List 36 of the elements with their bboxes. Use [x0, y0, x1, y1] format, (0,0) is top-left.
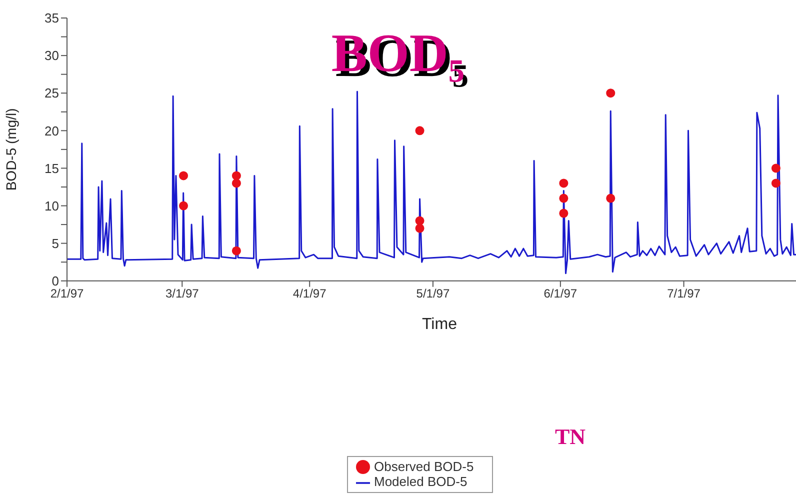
point [232, 178, 241, 188]
y-tick-label: 15 [44, 160, 59, 176]
legend-label: Modeled BOD-5 [374, 474, 468, 490]
y-tick-label: 30 [44, 48, 59, 64]
legend-label: Observed BOD-5 [374, 458, 474, 474]
line-series [67, 90, 796, 274]
y-tick-label: 5 [52, 236, 59, 251]
point [178, 171, 188, 180]
y-tick-label: 35 [44, 10, 59, 26]
point [559, 178, 568, 188]
x-tick-label: 4/1/97 [292, 286, 327, 300]
point [415, 216, 424, 226]
y-tick-label: 0 [52, 273, 59, 288]
x-tick-label: 3/1/97 [165, 286, 200, 300]
point [415, 126, 424, 136]
y-tick-label: 20 [44, 123, 59, 138]
point [559, 194, 568, 203]
x-tick-label: 6/1/97 [544, 286, 578, 300]
point [606, 194, 616, 203]
point [771, 178, 780, 188]
point [178, 201, 188, 210]
x-axis-title: Time [422, 316, 458, 333]
x-tick-label: 5/1/97 [416, 286, 450, 300]
y-tick-label: 10 [44, 198, 59, 214]
point [415, 224, 424, 233]
chart-title: BOD₅ [331, 23, 465, 83]
point [559, 208, 568, 218]
text: TN [555, 424, 586, 450]
point [606, 88, 616, 98]
point [771, 164, 780, 173]
point [232, 246, 241, 256]
y-tick-label: 25 [44, 86, 59, 101]
x-tick-label: 7/1/97 [667, 286, 701, 300]
x-tick-label: 2/1/97 [50, 286, 84, 300]
y-axis-title: BOD-5 (mg/l) [2, 108, 19, 191]
point [232, 171, 241, 180]
